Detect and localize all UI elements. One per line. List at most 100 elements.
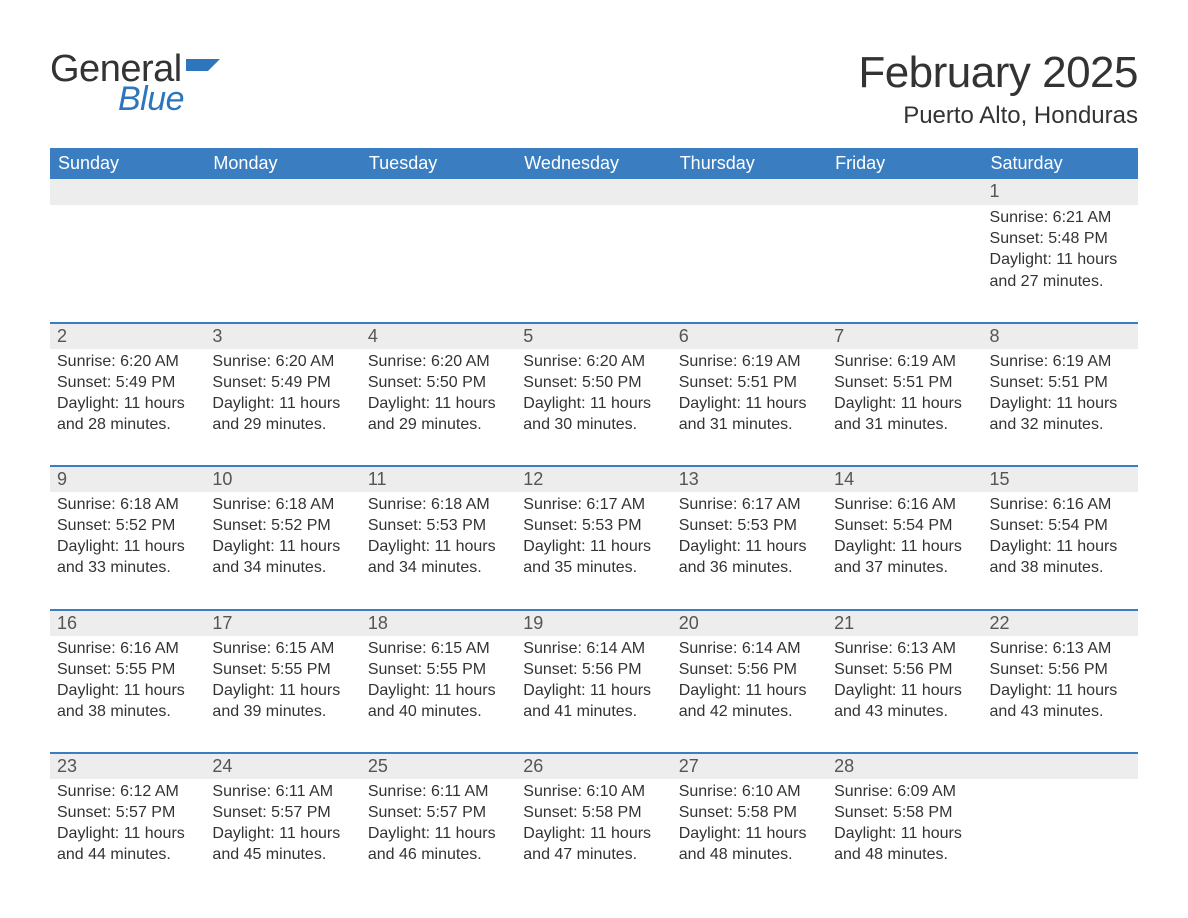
day-number: 22 — [990, 613, 1010, 633]
sunset-text: Sunset: 5:58 PM — [834, 802, 975, 823]
sunset-text: Sunset: 5:54 PM — [834, 515, 975, 536]
sunset-text: Sunset: 5:55 PM — [212, 659, 353, 680]
day-body-cell: Sunrise: 6:16 AMSunset: 5:54 PMDaylight:… — [983, 492, 1138, 609]
day-number: 9 — [57, 469, 67, 489]
day-body-cell — [983, 779, 1138, 871]
day-body-cell: Sunrise: 6:11 AMSunset: 5:57 PMDaylight:… — [361, 779, 516, 871]
day-number: 13 — [679, 469, 699, 489]
day-number: 25 — [368, 756, 388, 776]
day-number-cell — [516, 179, 671, 205]
weekday-header-row: Sunday Monday Tuesday Wednesday Thursday… — [50, 148, 1138, 179]
day-number-cell: 6 — [672, 323, 827, 349]
day-body-cell: Sunrise: 6:20 AMSunset: 5:50 PMDaylight:… — [516, 349, 671, 466]
day-body-cell: Sunrise: 6:17 AMSunset: 5:53 PMDaylight:… — [516, 492, 671, 609]
location-label: Puerto Alto, Honduras — [858, 102, 1138, 130]
day-body-row: Sunrise: 6:20 AMSunset: 5:49 PMDaylight:… — [50, 349, 1138, 466]
sunrise-text: Sunrise: 6:20 AM — [368, 351, 509, 372]
day-body-cell: Sunrise: 6:15 AMSunset: 5:55 PMDaylight:… — [361, 636, 516, 753]
day-body-cell: Sunrise: 6:17 AMSunset: 5:53 PMDaylight:… — [672, 492, 827, 609]
day-body-cell: Sunrise: 6:09 AMSunset: 5:58 PMDaylight:… — [827, 779, 982, 871]
sunrise-text: Sunrise: 6:16 AM — [834, 494, 975, 515]
sunset-text: Sunset: 5:51 PM — [834, 372, 975, 393]
day-number: 17 — [212, 613, 232, 633]
title-block: February 2025 Puerto Alto, Honduras — [858, 50, 1138, 130]
day-number: 16 — [57, 613, 77, 633]
sunrise-text: Sunrise: 6:21 AM — [990, 207, 1131, 228]
day-number: 24 — [212, 756, 232, 776]
day-number-cell: 10 — [205, 466, 360, 492]
day-body-cell: Sunrise: 6:19 AMSunset: 5:51 PMDaylight:… — [983, 349, 1138, 466]
day-number-cell: 25 — [361, 753, 516, 779]
daylight-text: Daylight: 11 hours and 40 minutes. — [368, 680, 509, 722]
day-body-cell: Sunrise: 6:10 AMSunset: 5:58 PMDaylight:… — [516, 779, 671, 871]
day-body-row: Sunrise: 6:16 AMSunset: 5:55 PMDaylight:… — [50, 636, 1138, 753]
day-number: 18 — [368, 613, 388, 633]
daylight-text: Daylight: 11 hours and 36 minutes. — [679, 536, 820, 578]
day-body-cell: Sunrise: 6:20 AMSunset: 5:50 PMDaylight:… — [361, 349, 516, 466]
daylight-text: Daylight: 11 hours and 39 minutes. — [212, 680, 353, 722]
sunrise-text: Sunrise: 6:15 AM — [212, 638, 353, 659]
sunrise-text: Sunrise: 6:16 AM — [990, 494, 1131, 515]
day-number-row: 2345678 — [50, 323, 1138, 349]
day-number-cell: 13 — [672, 466, 827, 492]
day-number: 5 — [523, 326, 533, 346]
day-number: 23 — [57, 756, 77, 776]
day-number: 4 — [368, 326, 378, 346]
sunset-text: Sunset: 5:57 PM — [368, 802, 509, 823]
daylight-text: Daylight: 11 hours and 32 minutes. — [990, 393, 1131, 435]
daylight-text: Daylight: 11 hours and 45 minutes. — [212, 823, 353, 865]
day-number-row: 9101112131415 — [50, 466, 1138, 492]
day-number-cell: 11 — [361, 466, 516, 492]
day-number-cell — [361, 179, 516, 205]
sunset-text: Sunset: 5:58 PM — [523, 802, 664, 823]
day-number-cell: 2 — [50, 323, 205, 349]
sunset-text: Sunset: 5:49 PM — [57, 372, 198, 393]
weekday-header: Friday — [827, 148, 982, 179]
weekday-header: Thursday — [672, 148, 827, 179]
sunrise-text: Sunrise: 6:10 AM — [523, 781, 664, 802]
daylight-text: Daylight: 11 hours and 47 minutes. — [523, 823, 664, 865]
flag-icon — [186, 57, 220, 85]
day-number-cell: 27 — [672, 753, 827, 779]
day-number-cell: 9 — [50, 466, 205, 492]
day-number: 15 — [990, 469, 1010, 489]
weekday-header: Monday — [205, 148, 360, 179]
day-number-cell: 7 — [827, 323, 982, 349]
sunrise-text: Sunrise: 6:18 AM — [57, 494, 198, 515]
day-number-cell — [672, 179, 827, 205]
day-number: 19 — [523, 613, 543, 633]
sunset-text: Sunset: 5:52 PM — [57, 515, 198, 536]
day-number-cell — [983, 753, 1138, 779]
day-body-cell: Sunrise: 6:13 AMSunset: 5:56 PMDaylight:… — [983, 636, 1138, 753]
sunset-text: Sunset: 5:56 PM — [834, 659, 975, 680]
day-body-cell: Sunrise: 6:18 AMSunset: 5:53 PMDaylight:… — [361, 492, 516, 609]
day-number: 10 — [212, 469, 232, 489]
day-body-row: Sunrise: 6:18 AMSunset: 5:52 PM Daylight:… — [50, 492, 1138, 609]
day-number-row: 16171819202122 — [50, 610, 1138, 636]
sunrise-text: Sunrise: 6:20 AM — [523, 351, 664, 372]
daylight-text: Daylight: 11 hours and 48 minutes. — [834, 823, 975, 865]
sunrise-text: Sunrise: 6:13 AM — [990, 638, 1131, 659]
day-body-cell: Sunrise: 6:15 AMSunset: 5:55 PMDaylight:… — [205, 636, 360, 753]
day-number: 2 — [57, 326, 67, 346]
daylight-text: Daylight: 11 hours and 28 minutes. — [57, 393, 198, 435]
sunrise-text: Sunrise: 6:19 AM — [990, 351, 1131, 372]
day-number: 7 — [834, 326, 844, 346]
day-number-cell: 16 — [50, 610, 205, 636]
day-body-cell: Sunrise: 6:12 AMSunset: 5:57 PMDaylight:… — [50, 779, 205, 871]
day-number-cell: 28 — [827, 753, 982, 779]
day-body-cell: Sunrise: 6:20 AMSunset: 5:49 PMDaylight:… — [50, 349, 205, 466]
day-body-cell — [361, 205, 516, 322]
sunset-text: Sunset: 5:48 PM — [990, 228, 1131, 249]
day-number-cell: 24 — [205, 753, 360, 779]
daylight-text: Daylight: 11 hours and 38 minutes. — [990, 536, 1131, 578]
day-body-cell: Sunrise: 6:19 AMSunset: 5:51 PMDaylight:… — [672, 349, 827, 466]
sunset-text: Sunset: 5:53 PM — [679, 515, 820, 536]
daylight-text: Daylight: 11 hours and 35 minutes. — [523, 536, 664, 578]
daylight-text: Daylight: 11 hours and 48 minutes. — [679, 823, 820, 865]
day-number: 14 — [834, 469, 854, 489]
day-number-cell — [827, 179, 982, 205]
sunrise-text: Sunrise: 6:20 AM — [212, 351, 353, 372]
day-number: 11 — [368, 469, 387, 489]
sunrise-text: Sunrise: 6:10 AM — [679, 781, 820, 802]
